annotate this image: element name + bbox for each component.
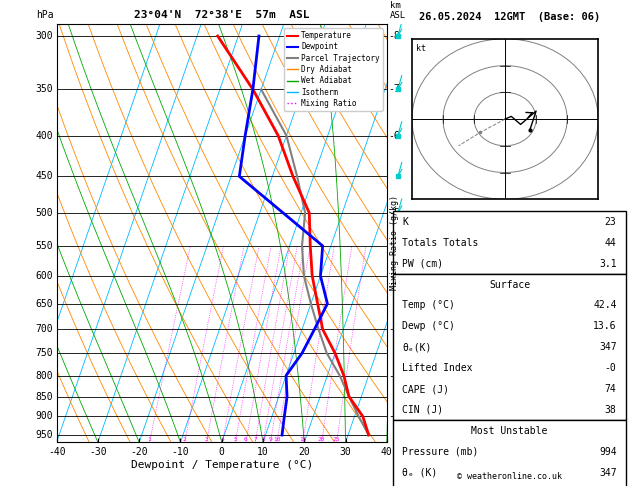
Text: hPa: hPa	[36, 10, 53, 20]
Text: 6: 6	[244, 437, 248, 442]
Text: 347: 347	[599, 342, 616, 352]
Text: 900: 900	[36, 411, 53, 421]
Text: Most Unstable: Most Unstable	[471, 426, 548, 436]
Text: 400: 400	[36, 131, 53, 140]
Text: 38: 38	[605, 405, 616, 415]
Text: Pressure (mb): Pressure (mb)	[403, 447, 479, 457]
Text: 20: 20	[318, 437, 325, 442]
Text: 13.6: 13.6	[593, 321, 616, 331]
Text: Dewp (°C): Dewp (°C)	[403, 321, 455, 331]
Bar	[393, 211, 626, 274]
Text: 300: 300	[36, 31, 53, 41]
Text: 3: 3	[204, 437, 208, 442]
Text: km
ASL: km ASL	[390, 0, 406, 20]
Text: © weatheronline.co.uk: © weatheronline.co.uk	[457, 472, 562, 481]
Bar	[393, 420, 626, 486]
Text: 347: 347	[599, 468, 616, 478]
Text: CAPE (J): CAPE (J)	[403, 384, 450, 394]
Text: -6: -6	[389, 131, 400, 140]
Text: PW (cm): PW (cm)	[403, 259, 443, 269]
Text: 42.4: 42.4	[593, 300, 616, 311]
Text: θₑ(K): θₑ(K)	[403, 342, 432, 352]
Text: 15: 15	[299, 437, 306, 442]
Text: 74: 74	[605, 384, 616, 394]
Legend: Temperature, Dewpoint, Parcel Trajectory, Dry Adiabat, Wet Adiabat, Isotherm, Mi: Temperature, Dewpoint, Parcel Trajectory…	[284, 28, 383, 111]
Text: 23: 23	[605, 217, 616, 227]
Text: 950: 950	[36, 430, 53, 440]
Text: 44: 44	[605, 238, 616, 248]
Text: 800: 800	[36, 370, 53, 381]
Text: 350: 350	[36, 85, 53, 94]
Text: 700: 700	[36, 324, 53, 334]
Text: 7: 7	[253, 437, 257, 442]
Text: -1: -1	[389, 411, 400, 421]
Text: Totals Totals: Totals Totals	[403, 238, 479, 248]
Text: Mixing Ratio (g/kg): Mixing Ratio (g/kg)	[390, 195, 399, 291]
Text: Lifted Index: Lifted Index	[403, 363, 473, 373]
Text: θₑ (K): θₑ (K)	[403, 468, 438, 478]
Text: 8: 8	[262, 437, 265, 442]
Text: kt: kt	[416, 44, 426, 52]
Text: 650: 650	[36, 299, 53, 309]
Text: -7: -7	[389, 85, 400, 94]
Text: 5: 5	[233, 437, 237, 442]
Text: -0: -0	[605, 363, 616, 373]
Text: 3.1: 3.1	[599, 259, 616, 269]
Text: Surface: Surface	[489, 279, 530, 290]
Text: K: K	[403, 217, 408, 227]
Text: 750: 750	[36, 348, 53, 358]
Text: 550: 550	[36, 241, 53, 251]
Text: 23°04'N  72°38'E  57m  ASL: 23°04'N 72°38'E 57m ASL	[134, 10, 309, 20]
Text: 25: 25	[333, 437, 340, 442]
Text: 450: 450	[36, 172, 53, 181]
Text: 850: 850	[36, 392, 53, 401]
Text: 2: 2	[183, 437, 187, 442]
Text: 9: 9	[269, 437, 272, 442]
Text: -8: -8	[389, 31, 400, 41]
Text: -5: -5	[389, 208, 400, 218]
Text: 600: 600	[36, 271, 53, 281]
Text: 26.05.2024  12GMT  (Base: 06): 26.05.2024 12GMT (Base: 06)	[419, 12, 600, 22]
Bar	[393, 274, 626, 420]
Text: -2: -2	[389, 370, 400, 381]
Text: -4: -4	[389, 271, 400, 281]
Text: -3: -3	[389, 324, 400, 334]
X-axis label: Dewpoint / Temperature (°C): Dewpoint / Temperature (°C)	[131, 460, 313, 470]
Text: 994: 994	[599, 447, 616, 457]
Text: CIN (J): CIN (J)	[403, 405, 443, 415]
Text: 4: 4	[221, 437, 225, 442]
Text: 500: 500	[36, 208, 53, 218]
Text: 10: 10	[273, 437, 281, 442]
Text: 1: 1	[148, 437, 152, 442]
Text: Temp (°C): Temp (°C)	[403, 300, 455, 311]
